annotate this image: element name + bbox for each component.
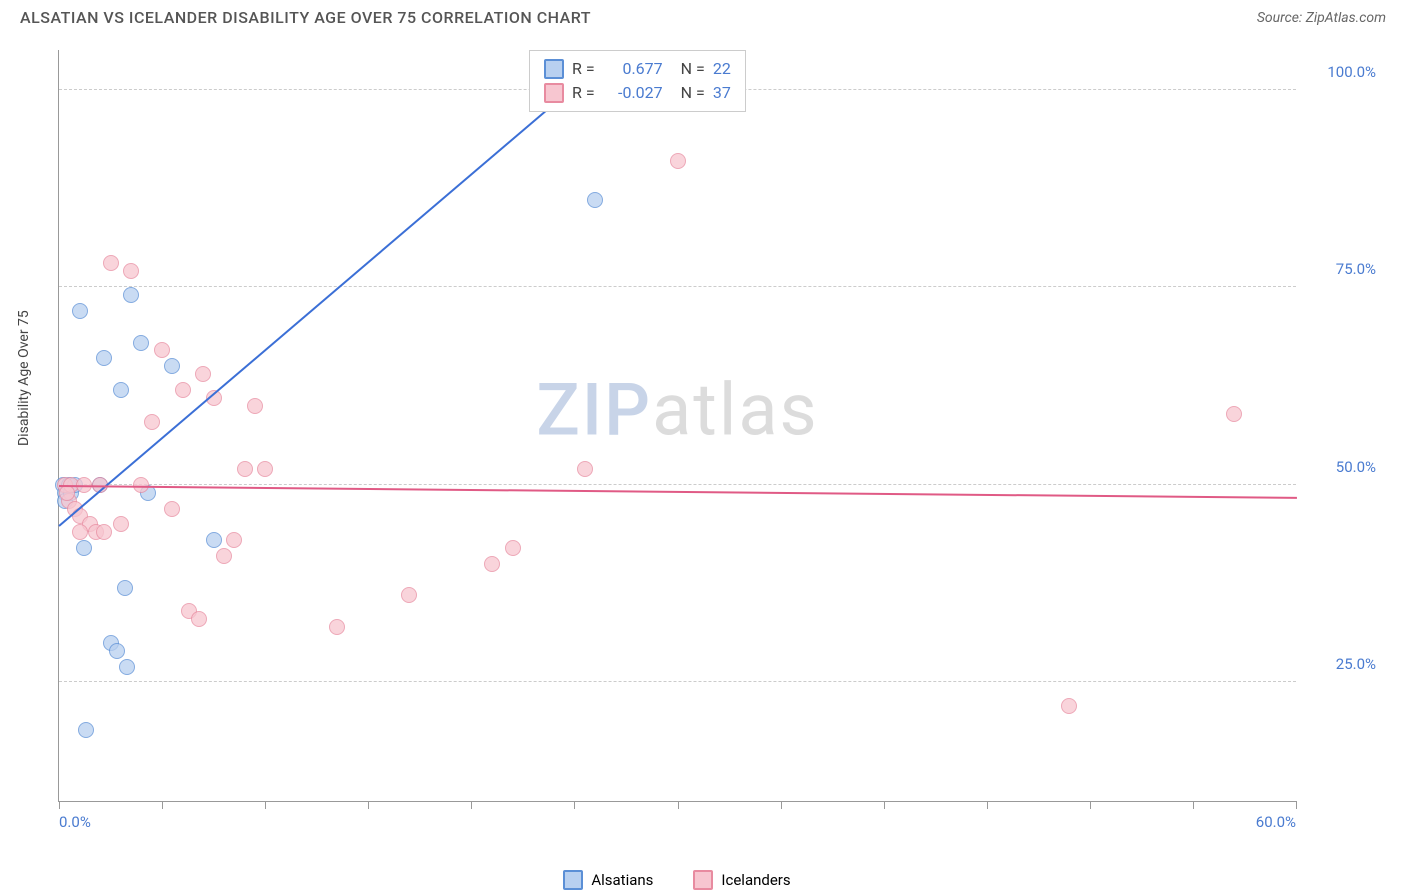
data-point <box>76 540 92 556</box>
data-point <box>113 516 129 532</box>
data-point <box>144 414 160 430</box>
data-point <box>587 192 603 208</box>
r-value: 0.677 <box>603 57 663 81</box>
y-axis-label: Disability Age Over 75 <box>16 310 32 446</box>
data-point <box>72 303 88 319</box>
data-point <box>226 532 242 548</box>
x-tick <box>1296 801 1297 809</box>
legend-swatch <box>544 59 564 79</box>
data-point <box>247 398 263 414</box>
data-point <box>164 358 180 374</box>
legend-label: Icelanders <box>721 871 790 889</box>
watermark: ZIPatlas <box>536 368 818 453</box>
gridline <box>59 286 1296 287</box>
data-point <box>670 153 686 169</box>
x-tick <box>884 801 885 809</box>
data-point <box>329 619 345 635</box>
legend-swatch <box>544 83 564 103</box>
r-label: R = <box>572 81 595 105</box>
data-point <box>206 532 222 548</box>
data-point <box>401 587 417 603</box>
series-legend: Alsatians Icelanders <box>58 870 1296 890</box>
plot-area: ZIPatlas R =0.677N =22R =-0.027N =37 25.… <box>58 50 1296 802</box>
data-point <box>133 335 149 351</box>
data-point <box>505 540 521 556</box>
data-point <box>103 255 119 271</box>
legend-row: R = 0.677 N = 22 <box>544 57 731 81</box>
legend-row: R = -0.027 N = 37 <box>544 81 731 105</box>
data-point <box>96 350 112 366</box>
x-tick <box>59 801 60 809</box>
y-tick-label: 25.0% <box>1306 655 1376 673</box>
legend-swatch <box>693 870 713 890</box>
r-label: R = <box>572 57 595 81</box>
data-point <box>113 382 129 398</box>
data-point <box>72 524 88 540</box>
legend-item: Icelanders <box>693 870 790 890</box>
n-label: N = <box>681 81 705 105</box>
data-point <box>123 287 139 303</box>
y-tick-label: 75.0% <box>1306 260 1376 278</box>
n-value: 22 <box>713 57 731 81</box>
y-tick-label: 50.0% <box>1306 458 1376 476</box>
data-point <box>484 556 500 572</box>
data-point <box>191 611 207 627</box>
n-label: N = <box>681 57 705 81</box>
data-point <box>164 501 180 517</box>
data-point <box>117 580 133 596</box>
data-point <box>195 366 211 382</box>
data-point <box>154 342 170 358</box>
correlation-legend: R = 0.677 N = 22 R = -0.027 N = 37 <box>529 50 746 112</box>
x-tick <box>987 801 988 809</box>
data-point <box>123 263 139 279</box>
data-point <box>78 722 94 738</box>
legend-label: Alsatians <box>591 871 653 889</box>
data-point <box>109 643 125 659</box>
n-value: 37 <box>713 81 731 105</box>
x-tick <box>1193 801 1194 809</box>
data-point <box>119 659 135 675</box>
x-limit-label: 60.0% <box>1256 813 1296 831</box>
x-tick <box>471 801 472 809</box>
x-tick <box>1090 801 1091 809</box>
gridline <box>59 484 1296 485</box>
x-tick <box>265 801 266 809</box>
source-credit: Source: ZipAtlas.com <box>1257 10 1386 26</box>
x-tick <box>368 801 369 809</box>
data-point <box>257 461 273 477</box>
x-limit-label: 0.0% <box>59 813 91 831</box>
legend-item: Alsatians <box>563 870 653 890</box>
data-point <box>1061 698 1077 714</box>
legend-swatch <box>563 870 583 890</box>
r-value: -0.027 <box>603 81 663 105</box>
data-point <box>577 461 593 477</box>
x-tick <box>574 801 575 809</box>
trend-line <box>58 50 616 526</box>
data-point <box>216 548 232 564</box>
data-point <box>237 461 253 477</box>
data-point <box>1226 406 1242 422</box>
chart-title: ALSATIAN VS ICELANDER DISABILITY AGE OVE… <box>20 8 591 27</box>
x-tick <box>678 801 679 809</box>
x-tick <box>162 801 163 809</box>
x-tick <box>781 801 782 809</box>
y-tick-label: 100.0% <box>1306 63 1376 81</box>
trend-line <box>59 485 1297 499</box>
data-point <box>175 382 191 398</box>
gridline <box>59 681 1296 682</box>
chart-header: ALSATIAN VS ICELANDER DISABILITY AGE OVE… <box>0 0 1406 33</box>
data-point <box>96 524 112 540</box>
chart-container: Disability Age Over 75 ZIPatlas R =0.677… <box>20 40 1386 852</box>
